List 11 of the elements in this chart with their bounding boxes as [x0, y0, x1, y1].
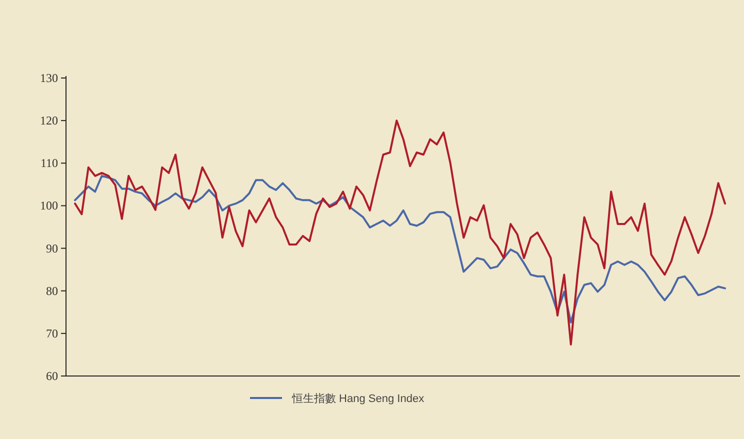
line-series	[74, 120, 726, 346]
y-tick-label: 80	[46, 284, 58, 298]
y-tick-label: 70	[46, 326, 58, 340]
y-tick-label: 100	[40, 198, 58, 213]
y-tick-label: 110	[40, 156, 58, 170]
legend-label: 恒生指數 Hang Seng Index	[291, 392, 425, 405]
y-tick-label: 120	[40, 114, 58, 128]
y-tick-label: 90	[46, 241, 58, 256]
y-tick-label: 130	[40, 71, 58, 85]
y-tick-label: 60	[46, 369, 58, 383]
line-series	[74, 174, 726, 324]
